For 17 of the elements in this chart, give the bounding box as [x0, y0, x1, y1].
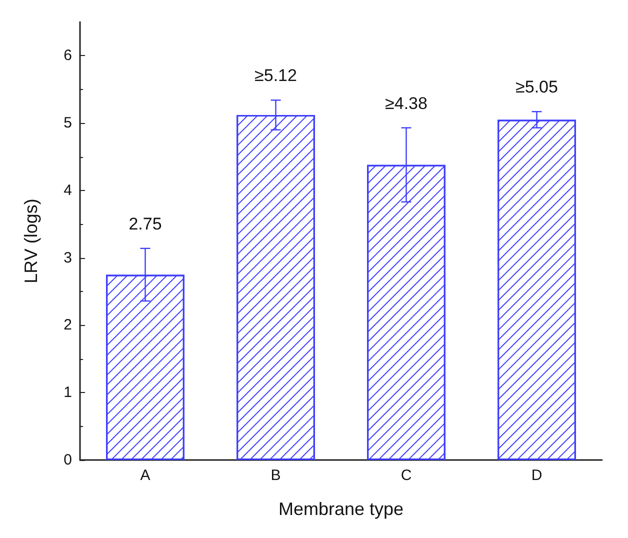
y-axis-title: LRV (logs) [21, 198, 41, 284]
y-tick-label: 3 [64, 249, 72, 266]
data-label: ≥5.05 [516, 78, 558, 97]
x-tick-label: D [531, 467, 542, 484]
y-tick-label: 4 [64, 182, 72, 199]
y-tick-label: 2 [64, 316, 72, 334]
data-label: ≥5.12 [254, 66, 297, 86]
data-label: ≥4.38 [385, 94, 428, 113]
x-tick-label: C [400, 467, 412, 484]
x-tick-label: B [270, 467, 281, 484]
y-tick-label: 1 [64, 384, 72, 402]
x-tick-label: A [140, 467, 150, 484]
y-tick-label: 5 [64, 114, 72, 132]
y-tick-label: 6 [64, 47, 72, 64]
y-tick-label: 0 [64, 452, 72, 468]
data-label: 2.75 [128, 214, 162, 234]
x-axis-title: Membrane type [278, 499, 404, 519]
